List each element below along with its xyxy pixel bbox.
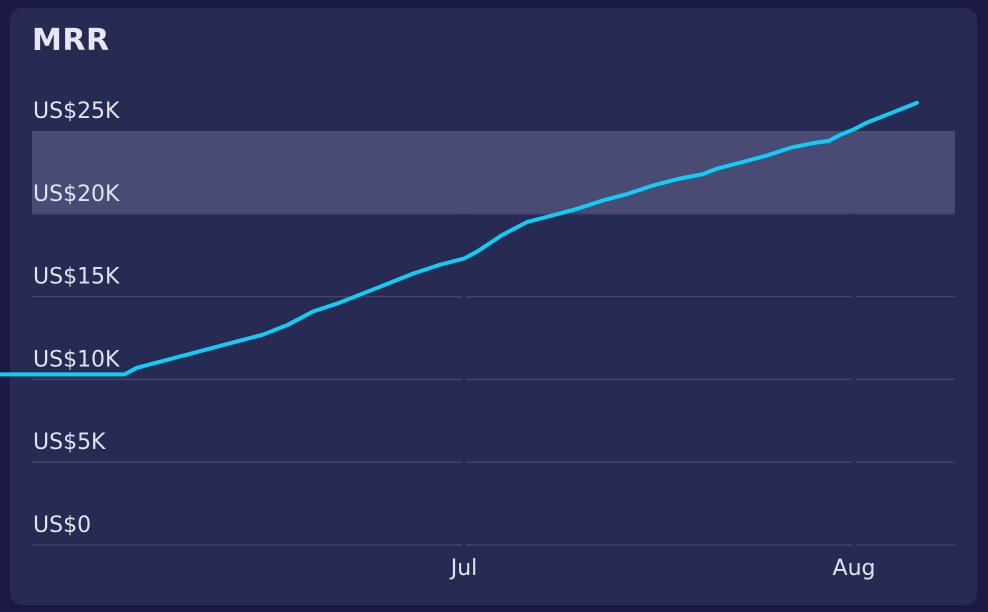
- y-tick-label: US$20K: [33, 182, 120, 207]
- chart-title: MRR: [32, 23, 110, 58]
- x-tick-label: Jul: [449, 556, 478, 581]
- y-tick-label: US$5K: [33, 430, 106, 455]
- x-tick-label: Aug: [833, 556, 876, 581]
- y-tick-label: US$10K: [33, 347, 120, 372]
- y-tick-label: US$15K: [33, 265, 120, 290]
- y-tick-label: US$25K: [33, 99, 120, 124]
- mrr-card: MRR: [10, 8, 977, 605]
- mrr-series-line: [0, 100, 919, 377]
- y-tick-label: US$0: [33, 513, 91, 538]
